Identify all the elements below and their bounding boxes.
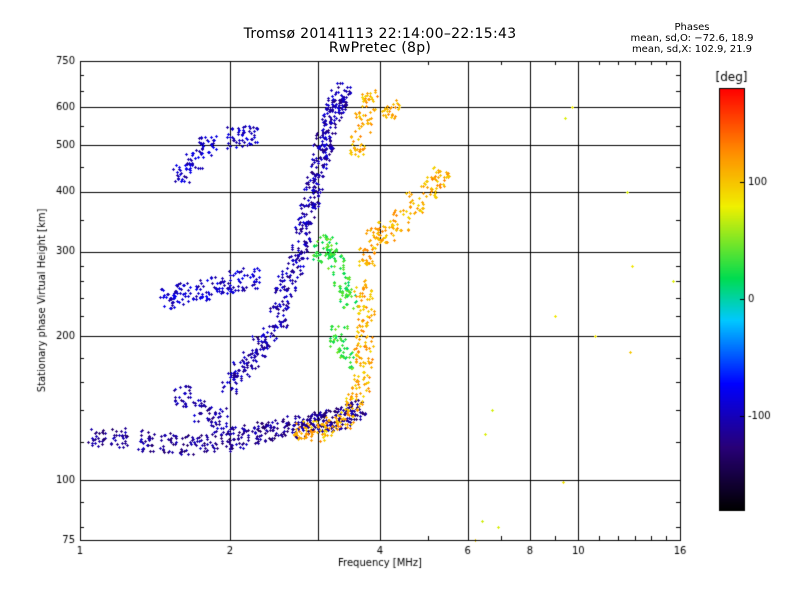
phase-stats-o: mean, sd,O: −72.6, 18.9 xyxy=(630,33,754,44)
chart-title: Tromsø 20141113 22:14:00–22:15:43 xyxy=(243,26,517,42)
phase-stats-heading: Phases xyxy=(674,22,710,33)
chart-subtitle: RwPretec (8p) xyxy=(328,40,432,56)
phase-stats-x: mean, sd,X: 102.9, 21.9 xyxy=(631,44,753,55)
